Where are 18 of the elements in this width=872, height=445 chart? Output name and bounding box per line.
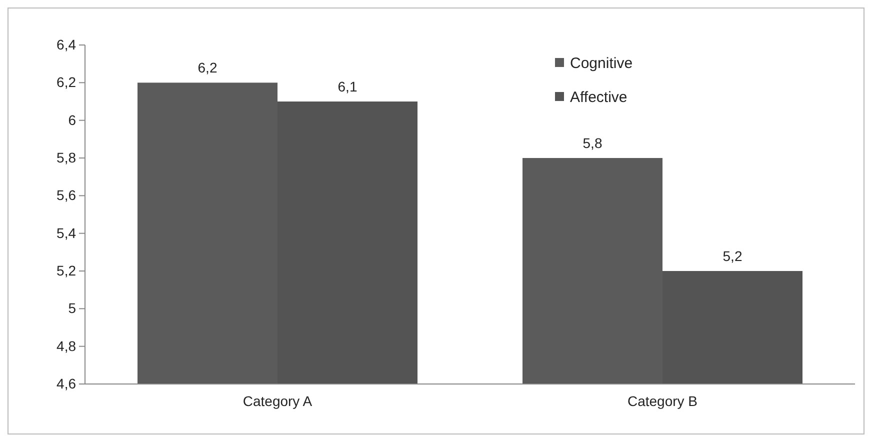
legend-label: Cognitive <box>570 55 633 72</box>
y-tick-label: 6 <box>68 112 76 128</box>
y-tick-label: 5 <box>68 300 76 316</box>
y-tick-label: 5,8 <box>56 149 76 166</box>
y-tick-label: 6,4 <box>56 36 76 52</box>
y-tick-label: 5,4 <box>56 224 76 241</box>
data-label: 5,8 <box>582 135 602 151</box>
x-tick-label: Category B <box>627 392 698 409</box>
data-label: 6,1 <box>338 78 358 94</box>
x-tick-label: Category A <box>242 392 313 409</box>
y-tick-label: 4,6 <box>56 375 76 392</box>
y-tick-label: 6,2 <box>56 74 76 90</box>
y-tick-label: 5,2 <box>56 262 76 278</box>
data-label: 6,2 <box>198 60 218 76</box>
legend-label: Affective <box>570 89 628 106</box>
data-label: 5,2 <box>722 248 742 264</box>
y-tick-label: 5,6 <box>56 187 76 204</box>
y-tick-label: 4,8 <box>56 338 76 354</box>
